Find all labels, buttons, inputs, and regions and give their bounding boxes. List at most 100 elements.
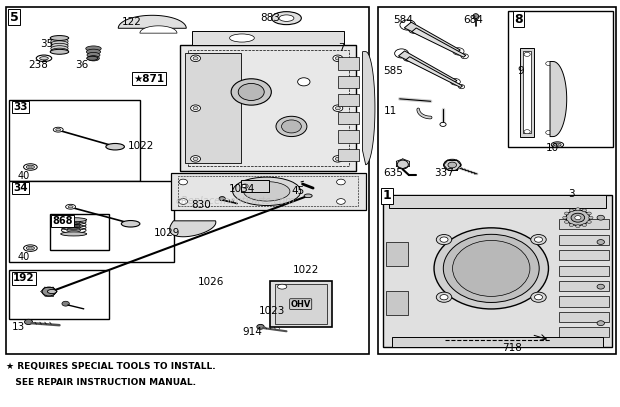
Ellipse shape [276, 116, 307, 137]
Ellipse shape [242, 184, 248, 188]
Text: 122: 122 [122, 17, 141, 27]
Ellipse shape [143, 25, 150, 29]
Text: 3: 3 [569, 189, 575, 199]
Text: 684: 684 [463, 15, 484, 25]
Ellipse shape [400, 20, 415, 30]
Ellipse shape [575, 216, 581, 220]
Ellipse shape [61, 232, 87, 236]
Text: 830: 830 [191, 200, 211, 210]
Ellipse shape [190, 155, 200, 162]
Bar [508, 11, 613, 147]
Bar [559, 281, 609, 291]
Ellipse shape [86, 46, 101, 51]
Polygon shape [404, 22, 460, 53]
Text: 1022: 1022 [128, 141, 154, 151]
Text: 1029: 1029 [154, 228, 180, 238]
Ellipse shape [66, 204, 76, 209]
Bar [338, 149, 360, 161]
Text: 1022: 1022 [293, 265, 319, 275]
Ellipse shape [50, 49, 69, 54]
Bar [180, 45, 356, 171]
Polygon shape [118, 15, 186, 28]
Ellipse shape [231, 79, 272, 105]
Bar [559, 235, 609, 245]
Text: 1026: 1026 [197, 277, 224, 287]
Ellipse shape [588, 216, 593, 219]
Ellipse shape [333, 155, 343, 162]
Ellipse shape [551, 142, 564, 147]
Ellipse shape [333, 105, 343, 112]
Ellipse shape [193, 57, 198, 60]
Ellipse shape [453, 48, 464, 55]
Polygon shape [140, 26, 177, 33]
Ellipse shape [409, 26, 419, 33]
Ellipse shape [587, 221, 591, 223]
Ellipse shape [597, 284, 604, 289]
Ellipse shape [61, 218, 87, 222]
Ellipse shape [444, 159, 461, 171]
Text: 40: 40 [18, 171, 30, 181]
Ellipse shape [27, 246, 34, 250]
Ellipse shape [40, 57, 48, 60]
Ellipse shape [458, 85, 464, 89]
Bar [378, 7, 616, 354]
Ellipse shape [546, 61, 552, 66]
Ellipse shape [298, 78, 310, 86]
Ellipse shape [232, 177, 301, 206]
Ellipse shape [563, 216, 567, 219]
Ellipse shape [51, 43, 68, 49]
Bar [185, 53, 241, 163]
Bar [50, 214, 109, 250]
Ellipse shape [566, 210, 590, 225]
Ellipse shape [279, 15, 294, 22]
Text: 1023: 1023 [259, 306, 286, 316]
Ellipse shape [554, 143, 561, 146]
Bar [338, 57, 360, 70]
Ellipse shape [51, 41, 68, 46]
Text: SEE REPAIR INSTRUCTION MANUAL.: SEE REPAIR INSTRUCTION MANUAL. [6, 378, 196, 387]
Ellipse shape [453, 241, 530, 296]
Text: 40: 40 [18, 252, 30, 262]
Text: 9: 9 [517, 66, 524, 77]
Text: 10: 10 [546, 144, 559, 153]
Bar [241, 180, 268, 192]
Ellipse shape [534, 295, 542, 300]
Ellipse shape [62, 301, 69, 306]
Polygon shape [170, 221, 216, 237]
Text: 13: 13 [12, 322, 25, 332]
Ellipse shape [106, 144, 125, 150]
Ellipse shape [587, 212, 591, 215]
Bar [270, 280, 332, 327]
Text: 883: 883 [260, 13, 280, 23]
Bar [386, 291, 408, 315]
Ellipse shape [51, 46, 68, 51]
Bar [187, 50, 349, 166]
Bar [559, 296, 609, 306]
Ellipse shape [29, 166, 32, 168]
Ellipse shape [51, 38, 68, 44]
Bar [523, 52, 531, 133]
Text: 8: 8 [514, 13, 523, 26]
Ellipse shape [278, 284, 287, 289]
Ellipse shape [165, 28, 171, 32]
Ellipse shape [397, 160, 409, 169]
Ellipse shape [87, 56, 98, 60]
Ellipse shape [597, 240, 604, 245]
Ellipse shape [25, 319, 33, 324]
Ellipse shape [335, 107, 340, 110]
Ellipse shape [534, 237, 542, 242]
Text: 5: 5 [10, 11, 19, 24]
Ellipse shape [87, 53, 100, 58]
Ellipse shape [436, 292, 452, 302]
Ellipse shape [333, 55, 343, 61]
Ellipse shape [546, 131, 552, 135]
Ellipse shape [24, 164, 37, 170]
Ellipse shape [524, 53, 530, 56]
Ellipse shape [281, 120, 301, 133]
Ellipse shape [47, 289, 56, 293]
Ellipse shape [50, 35, 69, 40]
Ellipse shape [569, 224, 574, 226]
Bar [9, 181, 174, 263]
Ellipse shape [219, 197, 225, 201]
Ellipse shape [27, 165, 34, 169]
